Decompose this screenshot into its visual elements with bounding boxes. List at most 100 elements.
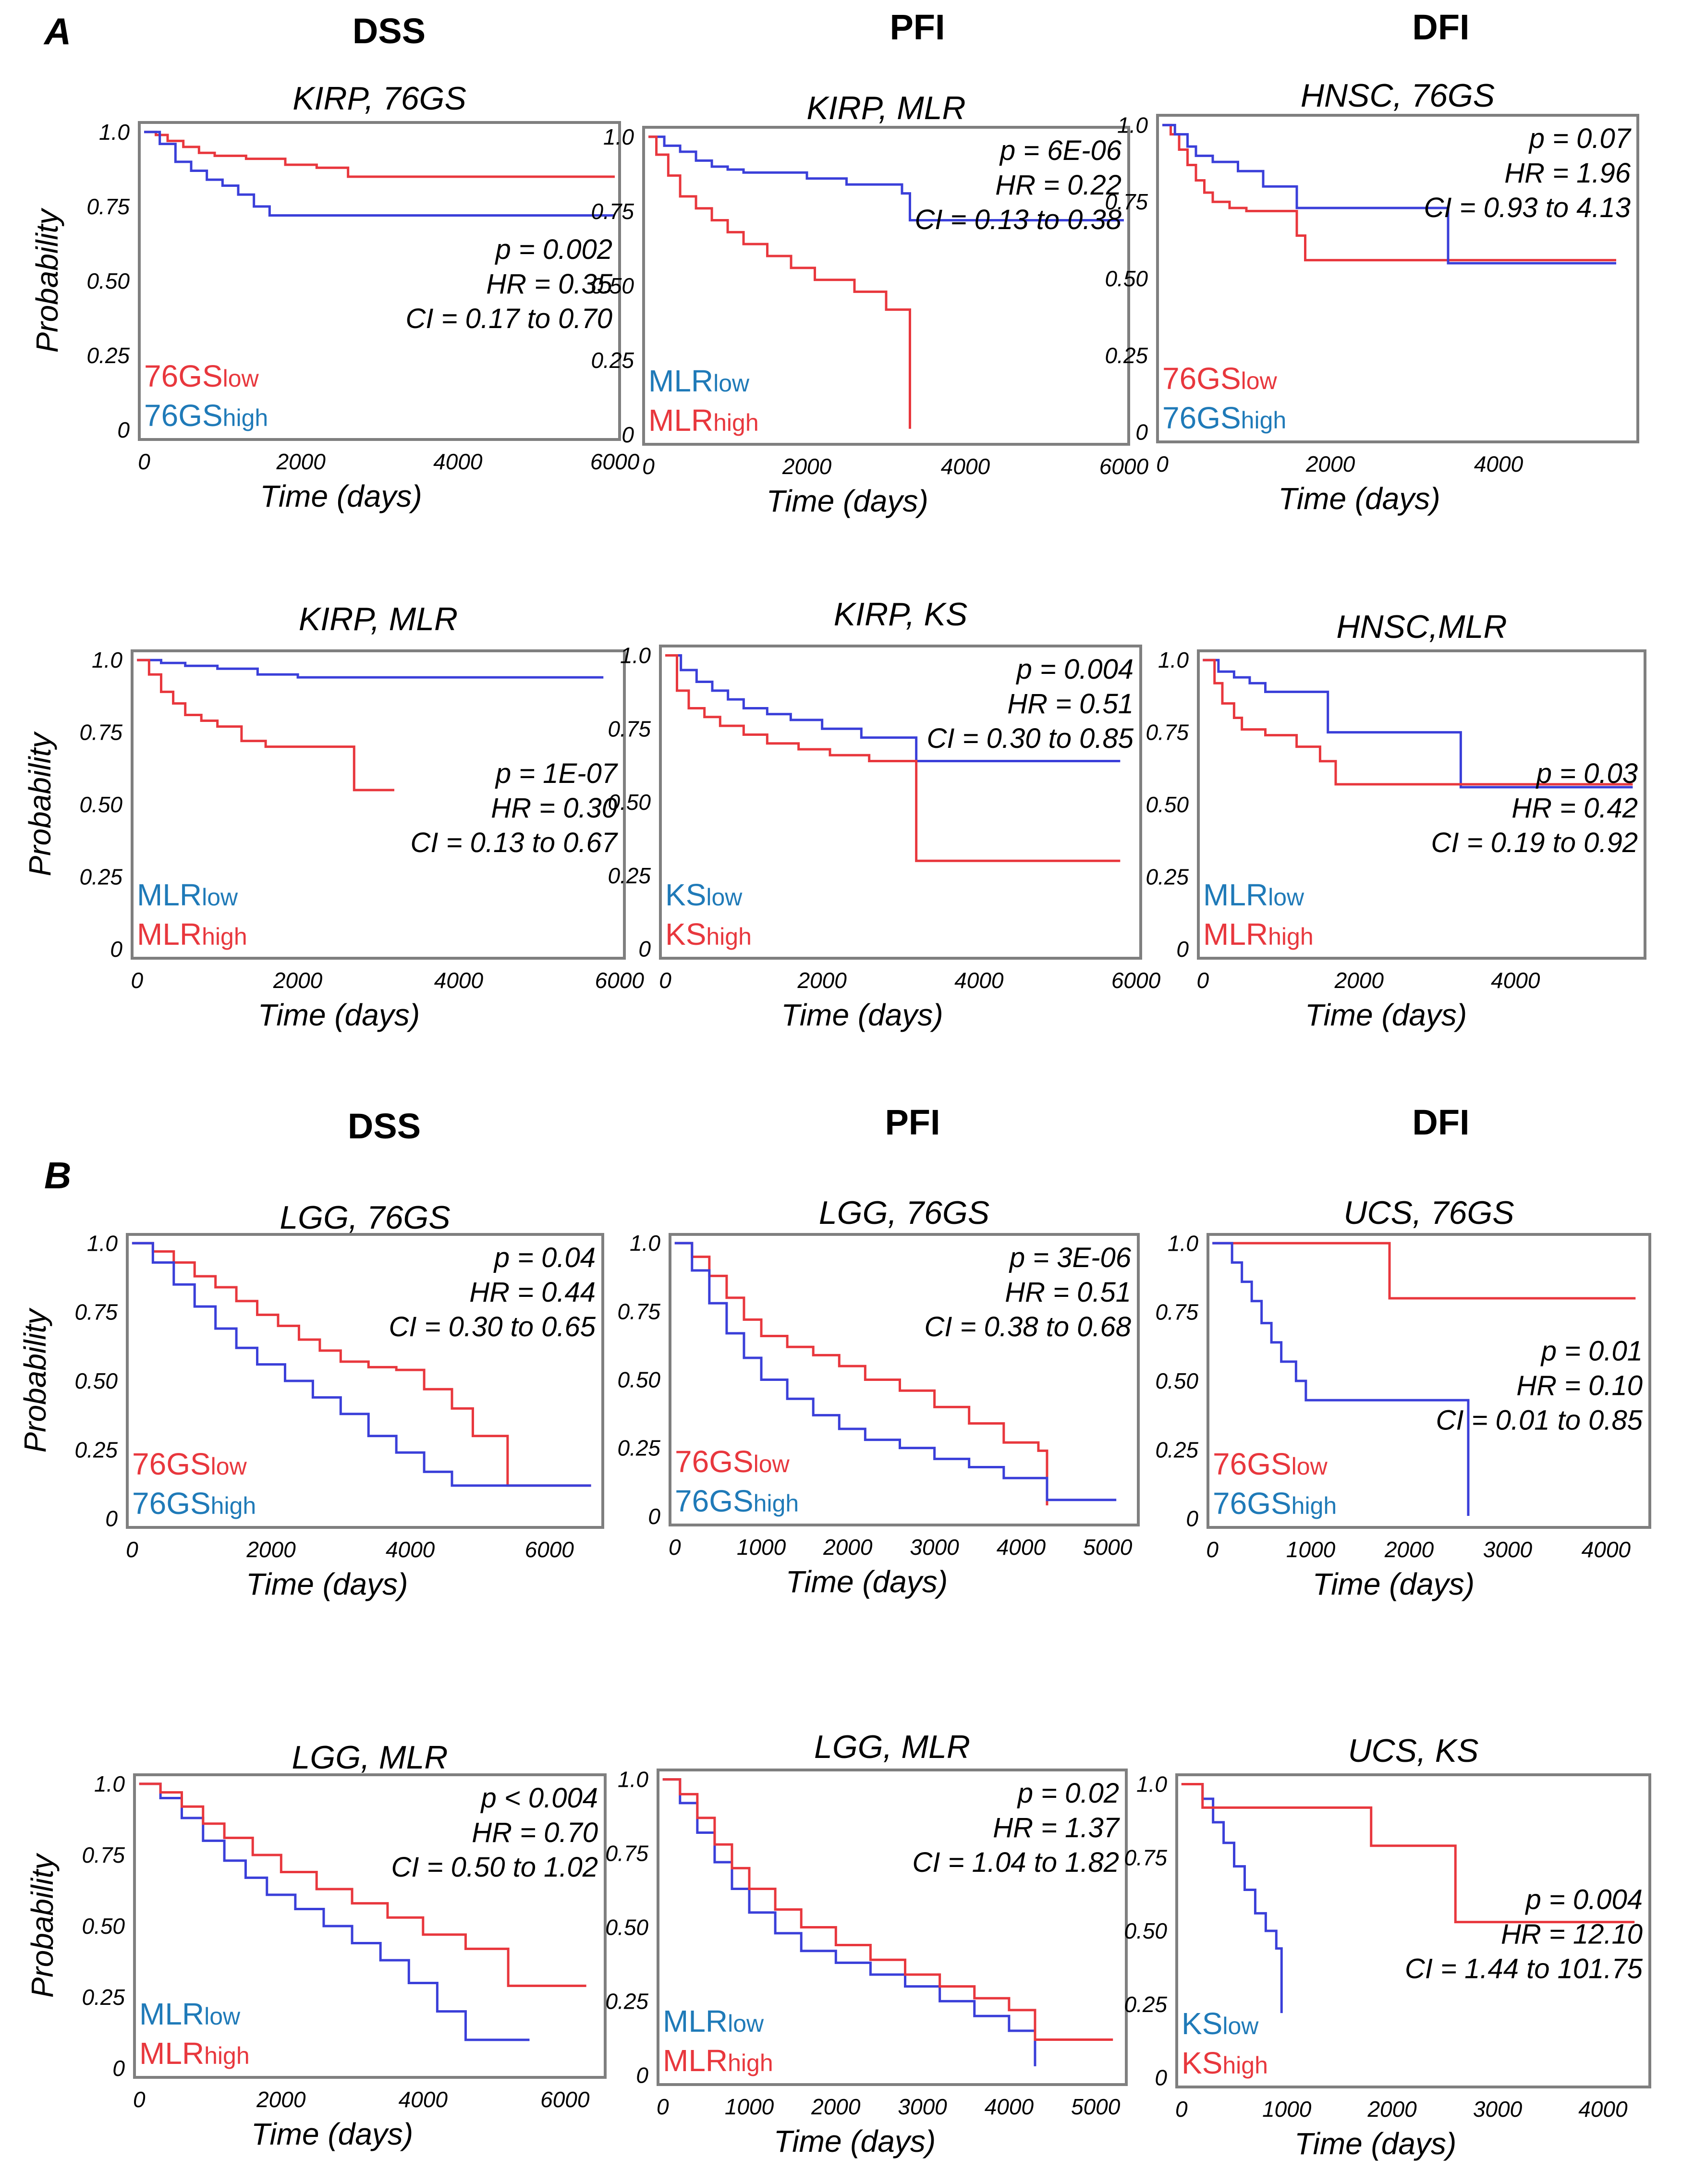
- x-axis-label: Time (days): [258, 998, 420, 1032]
- km-chart-11: LGG, MLR 0 0.25 0.50 0.75 1.0 0 1000 2000 3000 400…: [605, 1729, 1128, 2159]
- legend-sub: high: [754, 1490, 799, 1517]
- stat-line: CI = 0.50 to 1.02: [391, 1852, 598, 1883]
- legend-base: MLR: [137, 917, 202, 952]
- x-tick-label: 2000: [797, 968, 847, 993]
- stat-line: p = 0.02: [1017, 1778, 1119, 1809]
- x-tick-label: 6000: [525, 1537, 574, 1562]
- stat-line: CI = 0.13 to 0.38: [915, 204, 1121, 235]
- y-tick-label: 0.75: [1105, 189, 1148, 214]
- y-tick-label: 0.50: [591, 273, 634, 298]
- x-tick-label: 0: [659, 968, 671, 993]
- y-tick-label: 1.0: [87, 1231, 118, 1256]
- x-tick-label: 2000: [276, 449, 326, 474]
- y-tick-label: 1.0: [1158, 647, 1189, 672]
- y-tick-label: 0.50: [617, 1367, 660, 1392]
- x-tick-label: 4000: [1582, 1537, 1631, 1562]
- stat-line: p = 0.03: [1536, 758, 1638, 789]
- x-tick-label: 1000: [725, 2094, 774, 2119]
- legend-base: MLR: [137, 878, 202, 912]
- x-tick-label: 6000: [540, 2087, 590, 2112]
- y-tick-label: 1.0: [1136, 1772, 1167, 1797]
- legend-sub: low: [1241, 367, 1278, 394]
- stat-line: HR = 0.51: [1007, 688, 1134, 720]
- y-tick-label: 0.75: [605, 1841, 648, 1866]
- x-tick-label: 4000: [399, 2087, 448, 2112]
- y-tick-label: 0.25: [605, 1989, 648, 2013]
- panel-label-b: B: [44, 1154, 71, 1196]
- y-tick-label: 1.0: [630, 1231, 660, 1256]
- legend-entry: KShigh: [665, 917, 752, 952]
- legend-sub: high: [202, 923, 247, 950]
- legend-sub: low: [754, 1451, 790, 1477]
- stat-line: p = 1E-07: [495, 758, 619, 789]
- legend-entry: 76GShigh: [144, 398, 268, 433]
- x-tick-label: 2000: [1367, 2097, 1417, 2122]
- legend-entry: MLRhigh: [1203, 917, 1314, 952]
- stat-line: HR = 0.22: [995, 170, 1121, 201]
- y-tick-label: 0.75: [591, 199, 634, 224]
- stat-line: p < 0.004: [480, 1782, 598, 1814]
- y-tick-label: 0.50: [1105, 266, 1148, 291]
- legend-entry: 76GShigh: [675, 1484, 799, 1518]
- chart-title: LGG, MLR: [292, 1739, 448, 1776]
- legend-entry: MLRlow: [663, 2004, 764, 2038]
- stat-line: HR = 0.51: [1005, 1277, 1131, 1308]
- x-tick-label: 0: [657, 2094, 669, 2119]
- x-tick-label: 4000: [1474, 451, 1524, 476]
- x-tick-label: 0: [126, 1537, 138, 1562]
- km-curve-76gshigh: [144, 131, 615, 217]
- legend-sub: high: [211, 1492, 256, 1519]
- x-tick-label: 1000: [1286, 1537, 1336, 1562]
- x-tick-label: 4000: [1578, 2097, 1628, 2122]
- legend-entry: 76GSlow: [144, 359, 259, 393]
- legend-entry: 76GSlow: [1162, 361, 1278, 396]
- stat-line: p = 0.002: [495, 234, 613, 265]
- y-tick-label: 0.25: [86, 343, 130, 368]
- y-tick-label: 0.25: [1124, 1992, 1167, 2017]
- x-tick-label: 3000: [1473, 2097, 1523, 2122]
- y-axis-label: Probability: [25, 1853, 60, 1998]
- stat-line: HR = 0.30: [491, 793, 617, 824]
- km-chart-6: HNSC,MLR 0 0.25 0.50 0.75 1.0 0 2000 4000 Time (d…: [1146, 609, 1646, 1032]
- km-curve-mlrlow: [1203, 659, 1633, 789]
- legend-sub: high: [1241, 407, 1287, 434]
- y-tick-label: 0.50: [74, 1368, 118, 1393]
- x-tick-label: 2000: [1305, 451, 1355, 476]
- x-tick-label: 4000: [985, 2094, 1034, 2119]
- stat-line: p = 0.004: [1016, 654, 1134, 685]
- x-tick-label: 5000: [1083, 1535, 1133, 1560]
- legend-base: 76GS: [675, 1444, 754, 1479]
- x-tick-label: 0: [1156, 451, 1169, 476]
- stat-line: CI = 1.04 to 1.82: [913, 1847, 1119, 1878]
- y-tick-label: 0: [1176, 937, 1189, 962]
- plot-frame: [1197, 649, 1646, 960]
- x-tick-label: 2000: [811, 2094, 861, 2119]
- y-tick-label: 0: [110, 937, 122, 962]
- column-header-b-dss: DSS: [348, 1106, 421, 1146]
- km-curve-mlrlow: [648, 135, 1124, 222]
- legend-entry: MLRhigh: [137, 917, 247, 952]
- plot-frame: [659, 645, 1142, 960]
- stat-line: p = 0.004: [1525, 1884, 1643, 1916]
- x-tick-label: 0: [131, 968, 143, 993]
- x-axis-label: Time (days): [781, 998, 943, 1032]
- x-tick-label: 4000: [433, 449, 483, 474]
- column-header-a-pfi: PFI: [890, 7, 945, 47]
- km-chart-12: UCS, KS 0 0.25 0.50 0.75 1.0 0 1000 2000 3000 4000…: [1124, 1733, 1651, 2161]
- y-tick-label: 0.75: [1146, 720, 1189, 745]
- stat-line: p = 0.01: [1540, 1335, 1643, 1367]
- x-axis-label: Time (days): [1278, 481, 1440, 516]
- chart-title: KIRP, KS: [834, 596, 967, 633]
- x-tick-label: 3000: [910, 1535, 959, 1560]
- y-tick-label: 0: [636, 2062, 648, 2087]
- y-tick-label: 1.0: [1168, 1231, 1198, 1256]
- km-chart-9: UCS, 76GS 0 0.25 0.50 0.75 1.0 0 1000 2000 3000 40…: [1155, 1195, 1651, 1601]
- km-curve-kshigh: [665, 654, 1121, 862]
- stat-line: CI = 1.44 to 101.75: [1405, 1953, 1643, 1985]
- chart-title: UCS, KS: [1348, 1733, 1478, 1769]
- column-header-a-dfi: DFI: [1412, 7, 1469, 47]
- y-tick-label: 0.25: [1146, 864, 1189, 889]
- y-tick-label: 1.0: [620, 643, 651, 668]
- chart-title: LGG, MLR: [814, 1729, 970, 1765]
- km-chart-2: KIRP, MLR 0 0.25 0.50 0.75 1.0 0 2000 4000 6000 Ti…: [591, 90, 1148, 518]
